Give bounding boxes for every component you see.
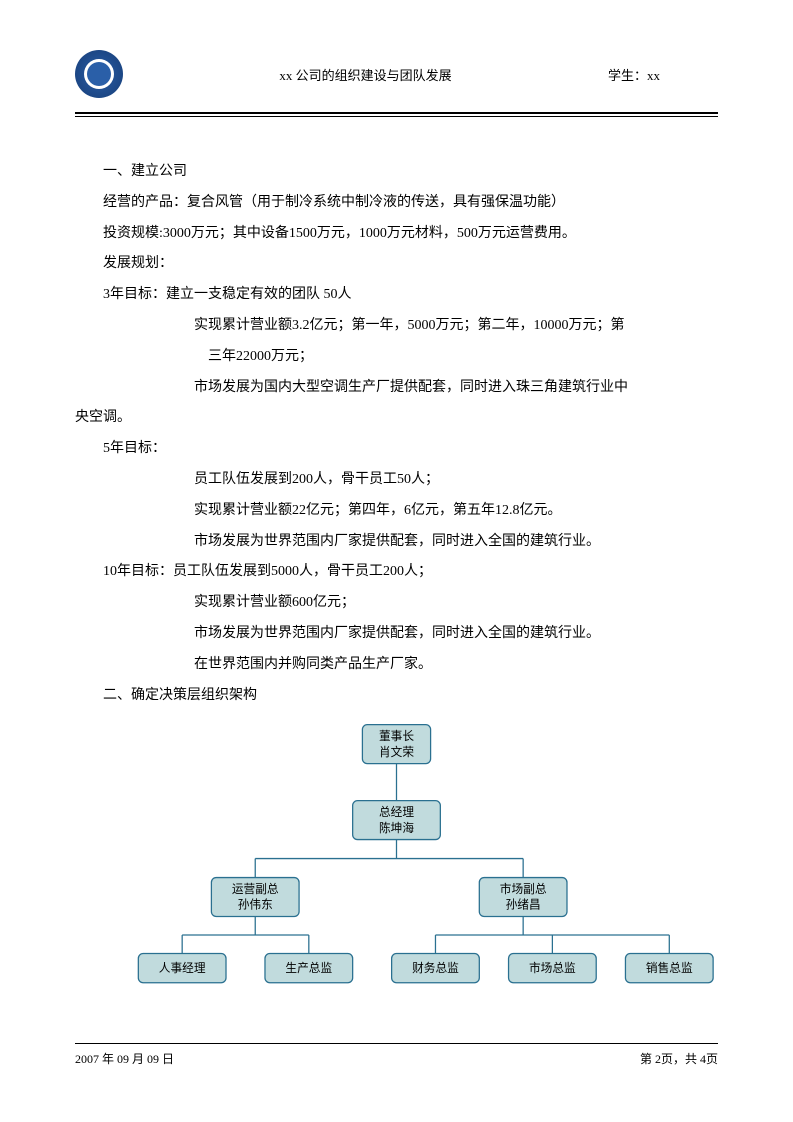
year10-ma: 在世界范围内并购同类产品生产厂家。 [75,650,718,681]
year10-revenue: 实现累计营业额600亿元； [75,588,718,619]
header-student: 学生：xx [608,65,718,84]
document-body: 一、建立公司 经营的产品：复合风管（用于制冷系统中制冷液的传送，具有强保温功能）… [75,157,718,1014]
page-header: xx 公司的组织建设与团队发展 学生：xx [75,50,718,106]
year3-market: 市场发展为国内大型空调生产厂提供配套，同时进入珠三角建筑行业中 [75,373,718,404]
svg-text:总经理: 总经理 [379,806,414,820]
svg-text:孙伟东: 孙伟东 [238,899,273,912]
svg-text:市场副总: 市场副总 [500,882,547,896]
year5-label: 5年目标： [75,434,718,465]
year3-market-2: 央空调。 [75,403,718,434]
section-1-title: 一、建立公司 [75,157,718,188]
year3-revenue: 实现累计营业额3.2亿元；第一年，5000万元；第二年，10000万元；第 [75,311,718,342]
plan-label: 发展规划： [75,249,718,280]
investment-line: 投资规模:3000万元；其中设备1500万元，1000万元材料，500万元运营费… [75,219,718,250]
footer-date: 2007 年 09 月 09 日 [75,1050,174,1067]
svg-text:孙绪昌: 孙绪昌 [506,898,541,912]
svg-text:财务总监: 财务总监 [412,961,459,975]
svg-text:人事经理: 人事经理 [159,962,206,975]
footer-divider [75,1043,718,1044]
year10-label: 10年目标：员工队伍发展到5000人，骨干员工200人； [75,557,718,588]
section-2-title: 二、确定决策层组织架构 [75,681,718,712]
year3-label: 3年目标：建立一支稳定有效的团队 50人 [75,280,718,311]
svg-text:生产总监: 生产总监 [285,961,332,975]
footer-page: 第 2页，共 4页 [640,1050,718,1067]
header-title: xx 公司的组织建设与团队发展 [123,65,608,84]
year10-market: 市场发展为世界范围内厂家提供配套，同时进入全国的建筑行业。 [75,619,718,650]
svg-text:董事长: 董事长 [379,731,414,744]
page-footer: 2007 年 09 月 09 日 第 2页，共 4页 [75,1043,718,1067]
org-chart: 董事长肖文荣总经理陈坤海运营副总孙伟东 市场副总孙绪昌人事经理 生产总监 财务总监 市场… [75,721,718,1001]
year5-revenue: 实现累计营业额22亿元；第四年，6亿元，第五年12.8亿元。 [75,496,718,527]
svg-text:销售总监: 销售总监 [646,961,693,975]
svg-text:陈坤海: 陈坤海 [379,821,414,835]
year5-market: 市场发展为世界范围内厂家提供配套，同时进入全国的建筑行业。 [75,527,718,558]
product-line: 经营的产品：复合风管（用于制冷系统中制冷液的传送，具有强保温功能） [75,188,718,219]
university-logo [75,50,123,98]
year5-staff: 员工队伍发展到200人，骨干员工50人； [75,465,718,496]
svg-text:运营副总: 运营副总 [232,882,279,896]
svg-text:肖文荣: 肖文荣 [379,745,414,759]
year3-revenue-2: 三年22000万元； [75,342,718,373]
svg-text:市场总监: 市场总监 [529,961,576,975]
header-divider [75,112,718,117]
